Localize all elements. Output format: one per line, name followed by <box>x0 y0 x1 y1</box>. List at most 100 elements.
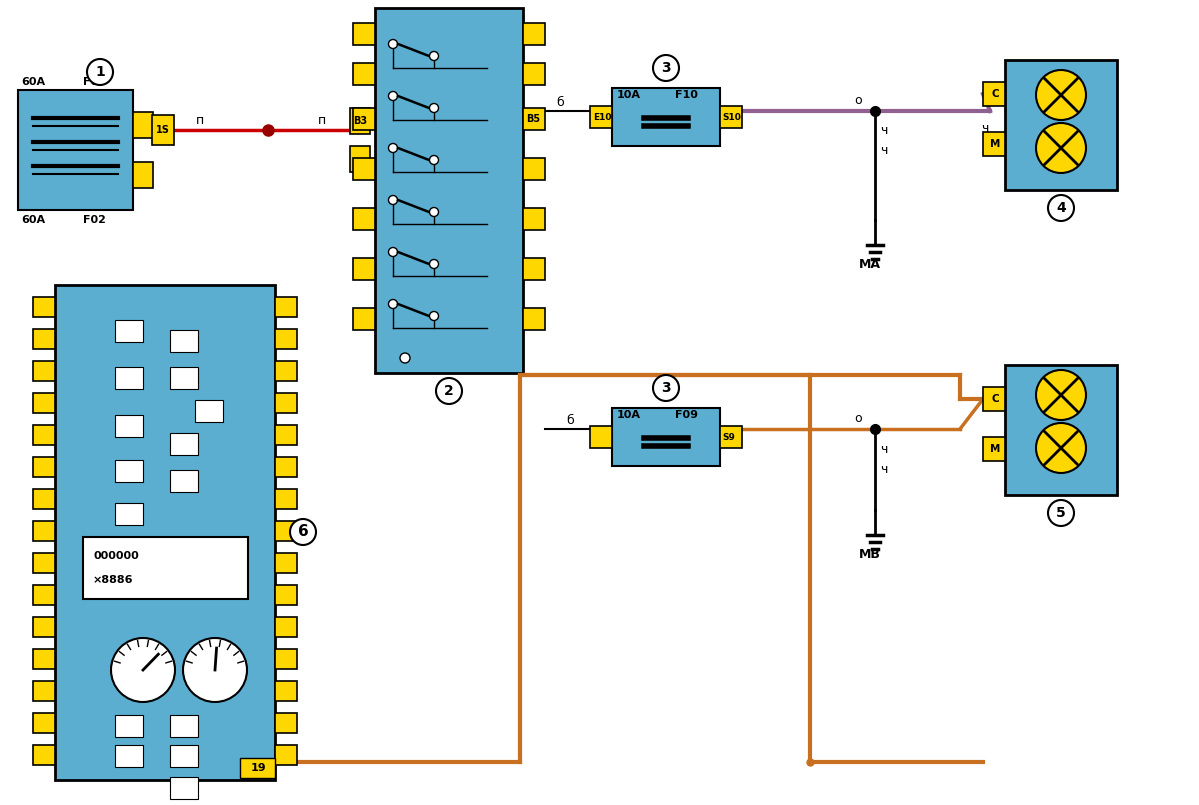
Bar <box>34 745 55 765</box>
Circle shape <box>653 55 679 81</box>
Bar <box>275 425 297 445</box>
Bar <box>983 132 1005 156</box>
Bar <box>1005 60 1117 190</box>
Bar <box>34 361 55 381</box>
Text: MA: MA <box>858 258 881 271</box>
Text: M: M <box>990 444 1000 454</box>
Bar <box>721 106 742 128</box>
Bar <box>115 715 143 737</box>
Bar <box>523 108 546 130</box>
Text: C: C <box>992 394 999 404</box>
Text: B5: B5 <box>526 114 540 124</box>
Bar <box>275 393 297 413</box>
Text: 5: 5 <box>1056 506 1066 520</box>
Bar <box>115 745 143 767</box>
Bar <box>275 649 297 669</box>
Bar <box>275 713 297 733</box>
Text: F02: F02 <box>83 215 106 225</box>
Bar <box>523 258 546 280</box>
Bar <box>34 489 55 509</box>
Bar <box>350 108 370 134</box>
Bar <box>275 297 297 317</box>
Bar <box>18 90 133 210</box>
Bar <box>34 585 55 605</box>
Circle shape <box>290 519 317 545</box>
Circle shape <box>400 353 410 363</box>
Bar <box>152 115 174 145</box>
Circle shape <box>183 638 247 702</box>
Text: о: о <box>854 94 862 108</box>
Circle shape <box>388 247 398 257</box>
Bar <box>275 521 297 541</box>
Text: ч: ч <box>981 122 989 135</box>
Circle shape <box>653 375 679 401</box>
Bar <box>721 426 742 448</box>
Bar <box>523 23 546 45</box>
Circle shape <box>1036 70 1086 120</box>
Text: ч: ч <box>880 125 887 138</box>
Bar <box>195 400 223 422</box>
Bar <box>34 425 55 445</box>
Circle shape <box>388 299 398 308</box>
Bar <box>275 489 297 509</box>
Text: 10A: 10A <box>617 90 641 100</box>
Text: MB: MB <box>858 548 881 562</box>
Circle shape <box>429 259 439 269</box>
Bar <box>34 297 55 317</box>
Circle shape <box>429 155 439 164</box>
Bar <box>34 681 55 701</box>
Bar <box>133 112 153 138</box>
Bar <box>115 460 143 482</box>
Circle shape <box>388 92 398 101</box>
Bar <box>170 470 198 492</box>
Text: 60A: 60A <box>22 215 46 225</box>
Text: ×8886: ×8886 <box>94 575 133 585</box>
Bar <box>983 82 1005 106</box>
Text: 000000: 000000 <box>94 551 139 561</box>
Text: 19: 19 <box>251 763 266 773</box>
Bar <box>275 553 297 573</box>
Bar <box>275 617 297 637</box>
Bar <box>275 585 297 605</box>
Text: S10: S10 <box>722 113 741 122</box>
Bar <box>170 745 198 767</box>
Text: ч: ч <box>880 145 887 158</box>
Bar <box>353 158 375 180</box>
Circle shape <box>429 208 439 217</box>
Bar <box>115 503 143 525</box>
Bar <box>350 146 370 172</box>
Text: п: п <box>318 114 326 127</box>
Bar <box>353 23 375 45</box>
Bar <box>275 681 297 701</box>
Bar <box>353 108 375 130</box>
Text: 6: 6 <box>297 525 308 539</box>
Circle shape <box>1036 370 1086 420</box>
Text: 3: 3 <box>661 381 670 395</box>
Circle shape <box>1048 195 1074 221</box>
Bar <box>353 63 375 85</box>
Text: F01: F01 <box>83 77 106 87</box>
Bar <box>34 521 55 541</box>
Circle shape <box>429 52 439 60</box>
Bar <box>275 329 297 349</box>
Text: п: п <box>195 114 204 127</box>
Bar <box>353 308 375 330</box>
Bar <box>34 617 55 637</box>
Text: 10A: 10A <box>617 410 641 420</box>
Bar <box>523 308 546 330</box>
Text: о: о <box>854 412 862 426</box>
Text: б: б <box>566 414 574 427</box>
Bar <box>34 393 55 413</box>
Bar <box>353 208 375 230</box>
Bar <box>170 777 198 799</box>
Bar <box>611 88 721 146</box>
Text: 1: 1 <box>95 65 104 79</box>
Bar <box>55 285 275 780</box>
Circle shape <box>429 104 439 113</box>
Bar <box>983 387 1005 411</box>
Bar <box>34 457 55 477</box>
Circle shape <box>1048 500 1074 526</box>
Bar <box>523 158 546 180</box>
Bar <box>83 537 248 599</box>
Bar <box>375 8 523 373</box>
